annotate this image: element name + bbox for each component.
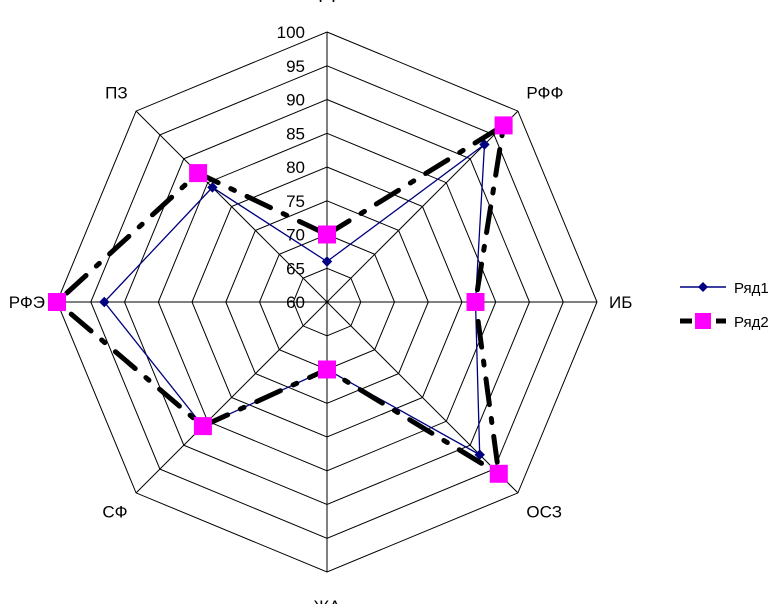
- category-label: ФФ: [314, 0, 340, 6]
- series-point: [189, 164, 208, 183]
- series-point: [48, 293, 66, 311]
- series-point: [318, 225, 336, 244]
- legend: Ряд1 Ряд2: [680, 280, 769, 331]
- legend-label: Ряд1: [734, 280, 769, 297]
- series-point: [99, 296, 110, 308]
- category-label: ЖА: [313, 597, 341, 604]
- legend-item: Ряд1: [680, 280, 769, 297]
- legend-swatch-marker: [698, 282, 708, 292]
- r-tick-label: 95: [286, 57, 305, 76]
- r-tick-label: 75: [286, 192, 305, 211]
- series-point: [193, 417, 212, 436]
- series-point: [207, 182, 218, 193]
- legend-item: Ряд2: [680, 313, 769, 331]
- r-tick-label: 85: [286, 124, 305, 143]
- category-label: СФ: [102, 502, 127, 521]
- r-tick-label: 100: [277, 23, 305, 42]
- r-tick-label: 90: [286, 91, 305, 110]
- category-label: ИБ: [609, 293, 632, 312]
- series-point: [489, 464, 508, 483]
- category-label: РФФ: [526, 84, 563, 103]
- r-tick-label: 60: [286, 293, 305, 312]
- series-layer: [48, 116, 513, 483]
- series-point: [479, 139, 490, 150]
- category-axis-labels: ФФ РФФ ИБ ОСЗ ЖА СФ РФЭ ПЗ: [9, 0, 633, 604]
- series-2: [48, 116, 513, 483]
- r-tick-label: 70: [286, 226, 305, 245]
- category-label: ПЗ: [105, 84, 128, 103]
- spoke-4: [326, 301, 519, 494]
- category-label: РФЭ: [9, 293, 45, 312]
- series-point: [321, 256, 333, 267]
- series-point: [466, 293, 485, 311]
- series-point: [318, 360, 336, 379]
- r-tick-label: 80: [286, 158, 305, 177]
- legend-label: Ряд2: [734, 314, 769, 331]
- radar-grid: [56, 31, 598, 573]
- series-point: [474, 449, 485, 460]
- series-line: [54, 122, 507, 477]
- legend-swatch-marker: [695, 313, 711, 329]
- r-tick-label: 65: [286, 259, 305, 278]
- spoke-6: [135, 301, 328, 494]
- radial-tick-labels: 60 65 70 75 80 85 90 95 100: [277, 23, 305, 312]
- spoke-8: [135, 110, 328, 303]
- series-point: [494, 116, 513, 135]
- category-label: ОСЗ: [526, 502, 562, 521]
